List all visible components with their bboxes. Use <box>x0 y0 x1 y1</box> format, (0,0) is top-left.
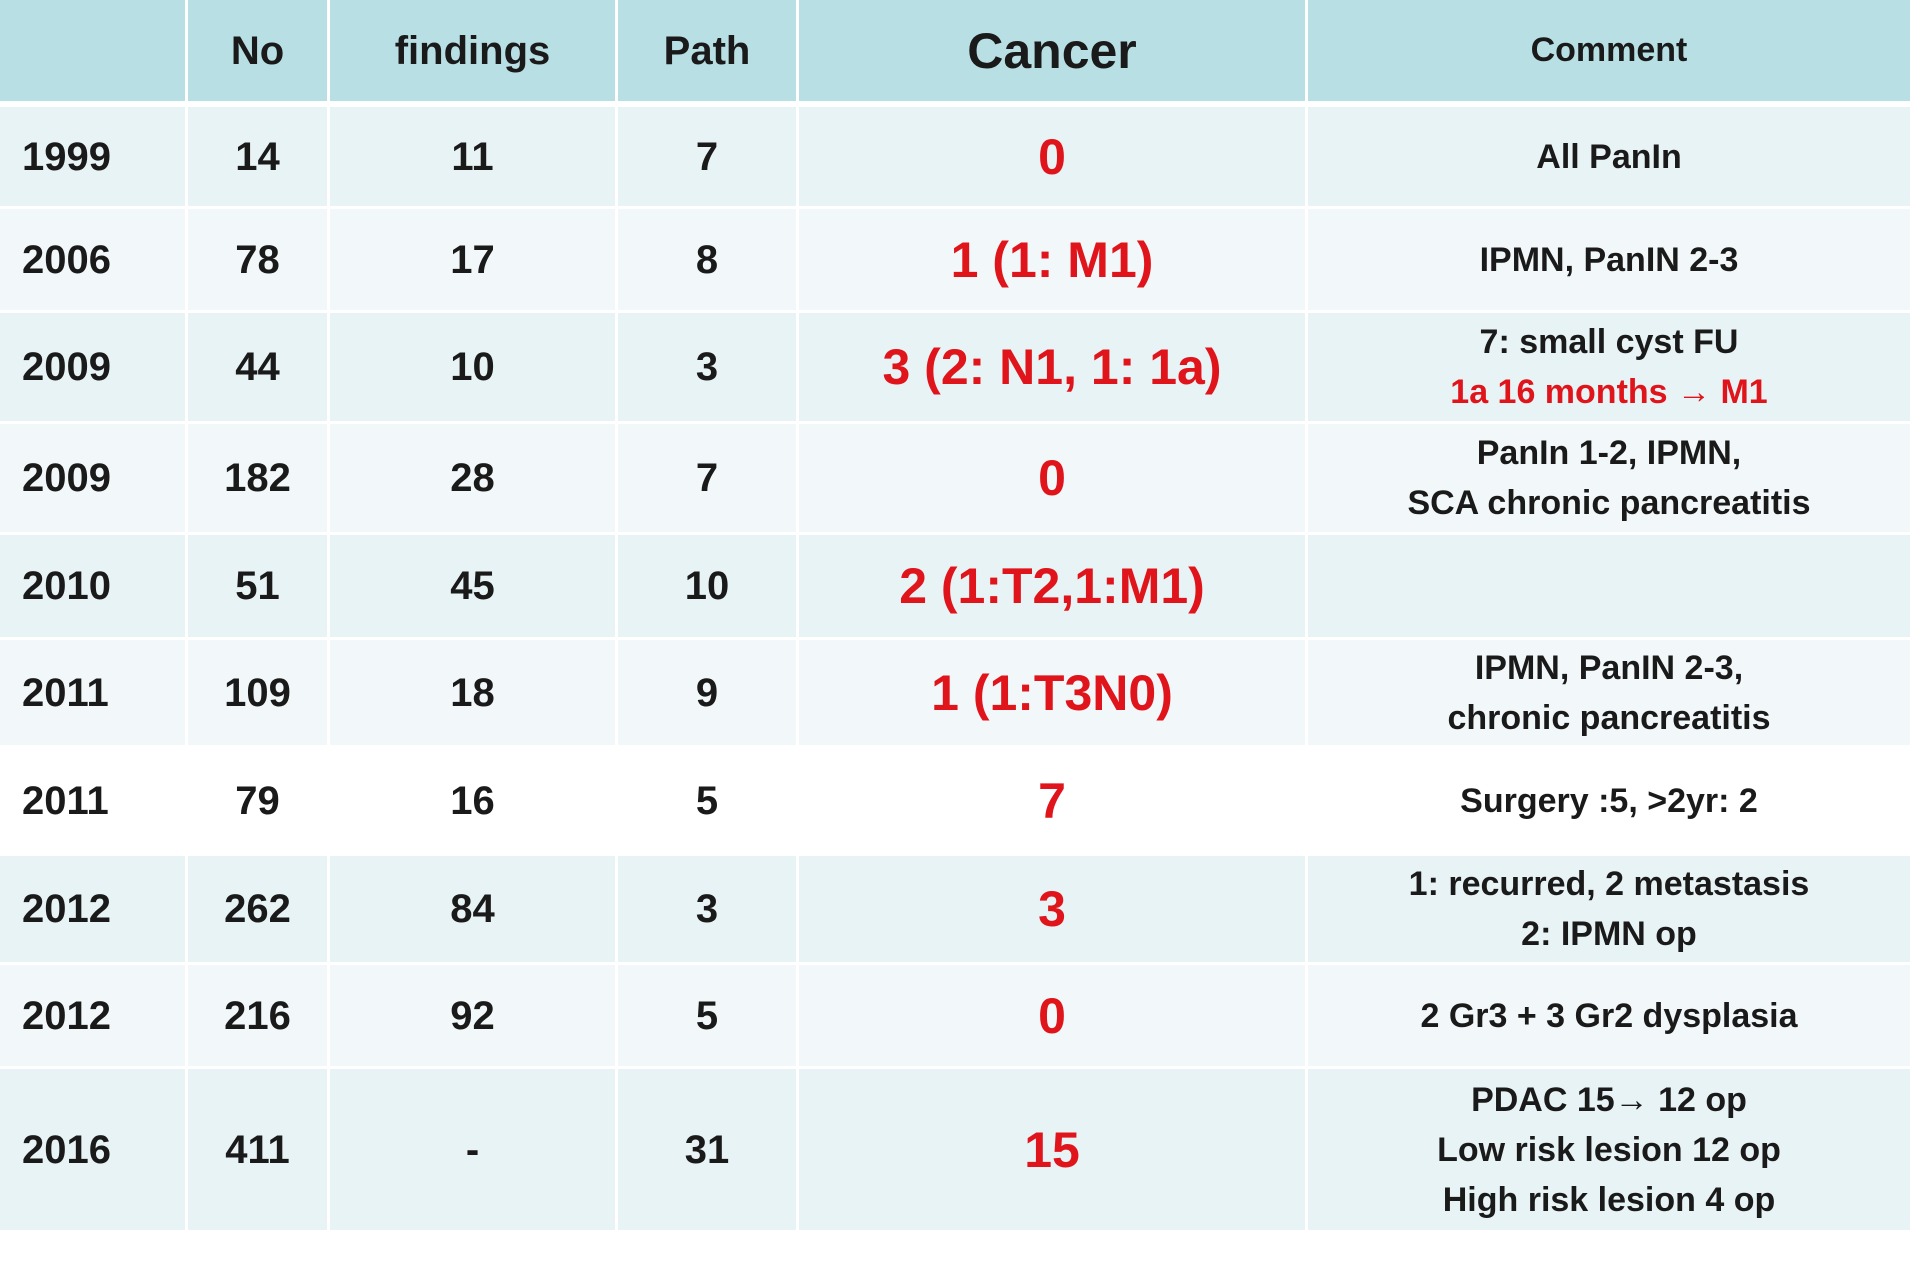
comment-line: IPMN, PanIN 2-3, <box>1474 648 1744 687</box>
cell-cancer: 15 <box>799 1069 1308 1233</box>
cell-comment <box>1308 535 1910 640</box>
header-comment: Comment <box>1308 0 1910 107</box>
cell-findings: - <box>330 1069 618 1233</box>
cell-no: 262 <box>188 856 330 965</box>
cell-no: 182 <box>188 424 330 535</box>
comment-line: chronic pancreatitis <box>1447 698 1771 737</box>
cell-path: 8 <box>618 209 799 313</box>
comment-line: 2 Gr3 + 3 Gr2 dysplasia <box>1420 996 1798 1035</box>
cell-comment: 7: small cyst FU 1a 16 months → M1 <box>1308 313 1910 424</box>
table-row: 2012 262 84 3 3 1: recurred, 2 metastasis 2: I… <box>0 856 1910 965</box>
cell-comment: IPMN, PanIN 2-3, chronic pancreatitis <box>1308 640 1910 748</box>
cell-no: 51 <box>188 535 330 640</box>
cell-year: 2006 <box>0 209 188 313</box>
cell-cancer: 2 (1:T2,1:M1) <box>799 535 1308 640</box>
table-row: 2010 51 45 10 2 (1:T2,1:M1) <box>0 535 1910 640</box>
table-row: 2011 79 16 5 7 Surgery :5, >2yr: 2 <box>0 748 1910 856</box>
comment-line: IPMN, PanIN 2-3 <box>1479 240 1739 279</box>
cell-year: 2009 <box>0 424 188 535</box>
cell-findings: 84 <box>330 856 618 965</box>
cell-cancer: 1 (1:T3N0) <box>799 640 1308 748</box>
table-row: 2006 78 17 8 1 (1: M1) IPMN, PanIN 2-3 <box>0 209 1910 313</box>
cell-no: 216 <box>188 965 330 1069</box>
table-row: 2009 44 10 3 3 (2: N1, 1: 1a) 7: small cyst F… <box>0 313 1910 424</box>
table-row: 1999 14 11 7 0 All PanIn <box>0 107 1910 209</box>
cell-path: 3 <box>618 313 799 424</box>
cell-path: 10 <box>618 535 799 640</box>
cell-findings: 92 <box>330 965 618 1069</box>
cell-findings: 28 <box>330 424 618 535</box>
cell-findings: 18 <box>330 640 618 748</box>
header-row: No findings Path Cancer Comment <box>0 0 1910 107</box>
comment-line: All PanIn <box>1536 137 1682 176</box>
header-path: Path <box>618 0 799 107</box>
cell-comment: 2 Gr3 + 3 Gr2 dysplasia <box>1308 965 1910 1069</box>
cell-year: 2012 <box>0 965 188 1069</box>
comment-line: PDAC 15→ 12 op <box>1471 1080 1747 1119</box>
header-cancer: Cancer <box>799 0 1308 107</box>
cell-year: 1999 <box>0 107 188 209</box>
comment-line: PanIn 1-2, IPMN, <box>1476 434 1742 472</box>
table-body: 1999 14 11 7 0 All PanIn 2006 78 17 8 1 (1: M1) IPM… <box>0 107 1910 1233</box>
header-no: No <box>188 0 330 107</box>
cell-findings: 16 <box>330 748 618 856</box>
cell-year: 2011 <box>0 640 188 748</box>
cell-path: 7 <box>618 107 799 209</box>
cell-no: 78 <box>188 209 330 313</box>
cell-year: 2009 <box>0 313 188 424</box>
cell-year: 2016 <box>0 1069 188 1233</box>
cell-path: 7 <box>618 424 799 535</box>
cell-path: 31 <box>618 1069 799 1233</box>
cell-cancer: 3 <box>799 856 1308 965</box>
cell-cancer: 0 <box>799 424 1308 535</box>
cell-no: 411 <box>188 1069 330 1233</box>
cell-path: 5 <box>618 748 799 856</box>
screening-results-table: No findings Path Cancer Comment 1999 14 11… <box>0 0 1910 1233</box>
cell-path: 5 <box>618 965 799 1069</box>
comment-line: 1a 16 months → M1 <box>1450 373 1768 411</box>
table-row: 2012 216 92 5 0 2 Gr3 + 3 Gr2 dysplasia <box>0 965 1910 1069</box>
cell-comment: IPMN, PanIN 2-3 <box>1308 209 1910 313</box>
cell-no: 79 <box>188 748 330 856</box>
cell-year: 2012 <box>0 856 188 965</box>
cell-cancer: 0 <box>799 107 1308 209</box>
cell-findings: 10 <box>330 313 618 424</box>
cell-path: 9 <box>618 640 799 748</box>
cell-findings: 11 <box>330 107 618 209</box>
cell-comment: PanIn 1-2, IPMN, SCA chronic pancreatitis <box>1308 424 1910 535</box>
cell-findings: 17 <box>330 209 618 313</box>
cell-no: 109 <box>188 640 330 748</box>
header-year <box>0 0 188 107</box>
cell-year: 2010 <box>0 535 188 640</box>
cell-path: 3 <box>618 856 799 965</box>
cell-comment: 1: recurred, 2 metastasis 2: IPMN op <box>1308 856 1910 965</box>
cell-comment: All PanIn <box>1308 107 1910 209</box>
table-row: 2009 182 28 7 0 PanIn 1-2, IPMN, SCA chronic p… <box>0 424 1910 535</box>
comment-line: Low risk lesion 12 op <box>1437 1130 1781 1169</box>
cell-cancer: 0 <box>799 965 1308 1069</box>
cell-cancer: 7 <box>799 748 1308 856</box>
comment-line: Surgery :5, >2yr: 2 <box>1460 781 1758 820</box>
table-row: 2011 109 18 9 1 (1:T3N0) IPMN, PanIN 2-3, chro… <box>0 640 1910 748</box>
comment-line: 7: small cyst FU <box>1479 323 1739 361</box>
cell-no: 44 <box>188 313 330 424</box>
cell-cancer: 1 (1: M1) <box>799 209 1308 313</box>
comment-line: High risk lesion 4 op <box>1442 1180 1776 1219</box>
cell-cancer: 3 (2: N1, 1: 1a) <box>799 313 1308 424</box>
cell-comment: Surgery :5, >2yr: 2 <box>1308 748 1910 856</box>
cell-year: 2011 <box>0 748 188 856</box>
table-row: 2016 411-31 15 PDAC 15→ 12 op Low risk lesio… <box>0 1069 1910 1233</box>
cell-findings: 45 <box>330 535 618 640</box>
comment-line: 2: IPMN op <box>1521 915 1697 953</box>
comment-line: 1: recurred, 2 metastasis <box>1408 865 1810 903</box>
comment-line: SCA chronic pancreatitis <box>1407 484 1811 522</box>
cell-comment: PDAC 15→ 12 op Low risk lesion 12 op High … <box>1308 1069 1910 1233</box>
cell-no: 14 <box>188 107 330 209</box>
header-findings: findings <box>330 0 618 107</box>
